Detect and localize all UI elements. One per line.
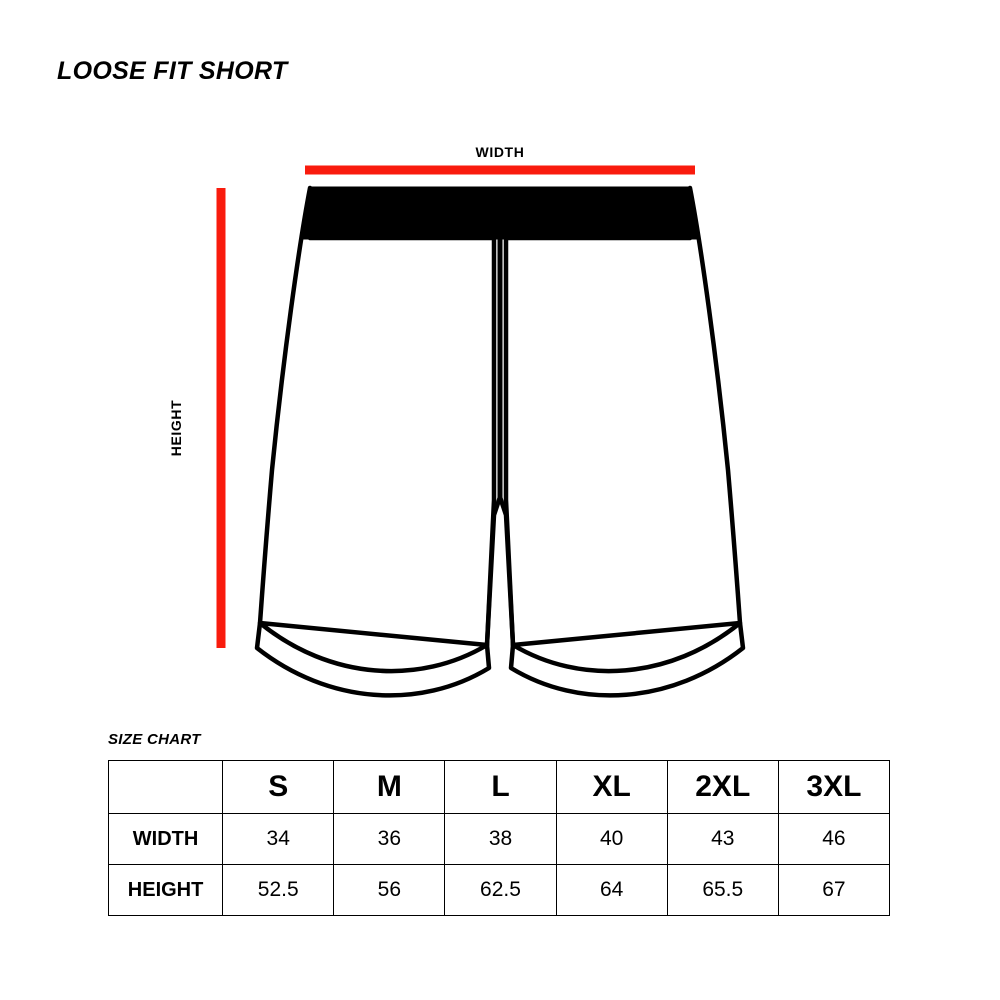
size-chart-caption: SIZE CHART	[108, 731, 201, 748]
width-value-l: 38	[444, 813, 557, 865]
loose-fit-short-technical-drawing	[216, 165, 746, 698]
table-row: HEIGHT 52.5 56 62.5 64 65.5 67	[107, 864, 891, 916]
size-header-xl: XL	[555, 760, 668, 814]
height-value-3xl: 67	[777, 864, 891, 916]
right-leg-panel	[503, 185, 743, 648]
size-header-s: S	[222, 760, 335, 814]
table-row: WIDTH 34 36 38 40 43 46	[107, 813, 891, 865]
size-chart-table: S M L XL 2XL 3XL WIDTH 34 36 38 40 43 46…	[107, 760, 891, 916]
row-label-height: HEIGHT	[107, 864, 224, 916]
crotch-inseam	[484, 494, 503, 648]
width-value-s: 34	[222, 813, 335, 865]
left-hem-band	[254, 620, 492, 698]
row-label-width: WIDTH	[107, 813, 224, 865]
height-value-s: 52.5	[222, 864, 335, 916]
size-header-l: L	[444, 760, 557, 814]
width-value-m: 36	[333, 813, 446, 865]
height-measure-label: HEIGHT	[168, 399, 184, 457]
table-header-row: S M L XL 2XL 3XL	[107, 760, 891, 814]
size-header-2xl: 2XL	[666, 760, 779, 814]
hem-bands	[254, 620, 746, 698]
height-value-m: 56	[333, 864, 446, 916]
crotch-inseam-right	[497, 494, 516, 648]
height-value-xl: 64	[555, 864, 668, 916]
width-measure-label: WIDTH	[475, 144, 525, 160]
width-value-3xl: 46	[777, 813, 891, 865]
shorts-outline	[257, 185, 743, 648]
width-value-2xl: 43	[666, 813, 779, 865]
width-value-xl: 40	[555, 813, 668, 865]
left-leg-panel	[257, 185, 497, 648]
waistband	[299, 186, 701, 240]
height-value-l: 62.5	[444, 864, 557, 916]
size-header-m: M	[333, 760, 446, 814]
size-header-3xl: 3XL	[777, 760, 891, 814]
right-hem-band	[508, 620, 746, 698]
table-corner-cell	[107, 760, 224, 814]
height-value-2xl: 65.5	[666, 864, 779, 916]
page-title: LOOSE FIT SHORT	[57, 57, 288, 85]
